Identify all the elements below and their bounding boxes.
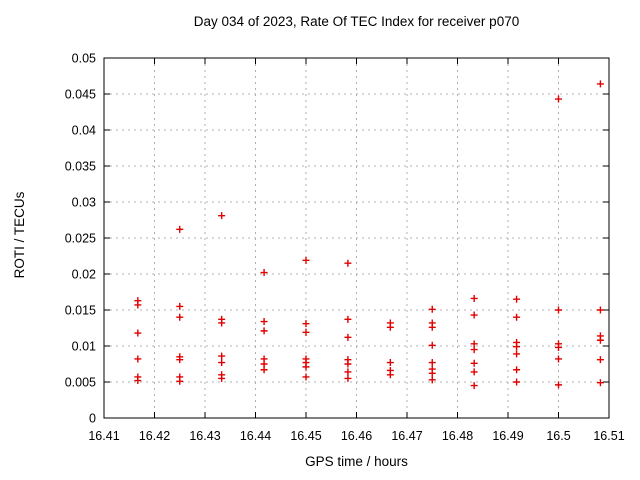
data-point — [428, 323, 436, 331]
y-tick-label: 0.04 — [72, 124, 96, 138]
data-point — [218, 212, 226, 220]
data-point — [428, 376, 436, 384]
data-point — [344, 374, 352, 382]
data-point — [596, 306, 604, 314]
data-point — [344, 259, 352, 267]
x-tick-label: 16.46 — [341, 429, 372, 443]
data-point — [513, 366, 521, 374]
data-point — [134, 301, 142, 309]
data-point — [260, 269, 268, 277]
y-tick-label: 0.05 — [72, 52, 96, 66]
data-point — [513, 343, 521, 351]
x-tick-label: 16.48 — [442, 429, 473, 443]
data-point — [555, 95, 562, 103]
x-tick-label: 16.5 — [546, 429, 570, 443]
data-point — [134, 355, 142, 363]
data-point — [428, 359, 436, 367]
y-tick-label: 0.01 — [72, 340, 96, 354]
data-point — [302, 373, 310, 381]
data-point — [302, 328, 310, 336]
data-point — [555, 343, 562, 351]
data-point — [218, 374, 226, 382]
x-tick-label: 16.42 — [139, 429, 170, 443]
x-tick-label: 16.47 — [391, 429, 422, 443]
y-tick-label: 0.005 — [65, 376, 96, 390]
x-tick-label: 16.41 — [88, 429, 119, 443]
data-point — [386, 371, 394, 379]
data-point — [302, 256, 310, 264]
chart-title: Day 034 of 2023, Rate Of TEC Index for r… — [193, 14, 520, 29]
data-point — [260, 366, 268, 374]
data-point — [302, 363, 310, 371]
data-point — [302, 320, 310, 328]
data-point — [344, 368, 352, 376]
data-point — [134, 377, 142, 385]
data-point — [344, 333, 352, 341]
data-point — [513, 378, 521, 386]
data-point — [218, 319, 226, 327]
y-tick-label: 0.03 — [72, 196, 96, 210]
data-point — [218, 359, 226, 367]
data-point — [344, 315, 352, 323]
data-point — [176, 313, 184, 321]
y-tick-label: 0.035 — [65, 160, 96, 174]
data-point — [176, 302, 184, 310]
tick-labels: 16.41 16.42 16.43 16.44 16.45 16.46 16.47 16.48… — [65, 52, 625, 444]
data-point — [428, 369, 436, 377]
data-point — [176, 377, 184, 385]
data-point — [470, 294, 478, 302]
data-point — [513, 295, 521, 303]
x-tick-label: 16.44 — [240, 429, 271, 443]
data-point — [218, 352, 226, 360]
data-point — [555, 355, 562, 363]
data-point — [470, 359, 478, 367]
y-tick-label: 0.02 — [72, 268, 96, 282]
gridlines — [104, 58, 609, 418]
data-points — [134, 80, 604, 390]
y-tick-label: 0 — [89, 412, 96, 426]
data-point — [555, 381, 562, 389]
data-point — [470, 311, 478, 319]
data-point — [596, 80, 604, 88]
data-point — [134, 329, 142, 337]
data-point — [470, 346, 478, 354]
x-tick-label: 16.43 — [189, 429, 220, 443]
y-tick-label: 0.025 — [65, 232, 96, 246]
y-tick-label: 0.015 — [65, 304, 96, 318]
data-point — [428, 341, 436, 349]
data-point — [386, 323, 394, 331]
plot-border — [103, 57, 610, 419]
x-tick-label: 16.45 — [290, 429, 321, 443]
data-point — [470, 368, 478, 376]
data-point — [470, 382, 478, 390]
data-point — [596, 356, 604, 364]
data-point — [596, 379, 604, 387]
x-axis-title: GPS time / hours — [305, 454, 408, 469]
x-tick-label: 16.51 — [593, 429, 624, 443]
data-point — [428, 305, 436, 313]
data-point — [555, 306, 562, 314]
data-point — [596, 336, 604, 344]
x-tick-label: 16.49 — [492, 429, 523, 443]
data-point — [513, 313, 521, 321]
data-point — [260, 327, 268, 335]
data-point — [513, 350, 521, 358]
data-point — [344, 360, 352, 368]
y-tick-label: 0.045 — [65, 88, 96, 102]
data-point — [260, 318, 268, 326]
data-point — [176, 356, 184, 364]
data-point — [176, 225, 184, 233]
data-point — [386, 359, 394, 367]
